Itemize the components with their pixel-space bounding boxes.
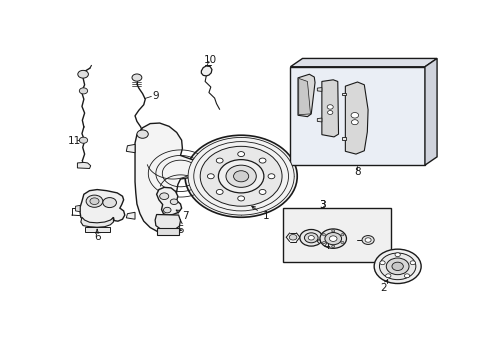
Text: 11: 11	[68, 136, 81, 146]
Circle shape	[331, 230, 334, 232]
Circle shape	[218, 159, 264, 193]
Polygon shape	[156, 187, 181, 215]
Polygon shape	[80, 190, 124, 225]
Circle shape	[79, 137, 87, 143]
Circle shape	[351, 120, 358, 125]
Text: 7: 7	[176, 210, 188, 221]
Circle shape	[299, 229, 322, 246]
Circle shape	[184, 135, 297, 217]
Polygon shape	[297, 74, 314, 117]
Polygon shape	[317, 87, 321, 91]
Polygon shape	[341, 138, 346, 140]
Circle shape	[385, 274, 390, 278]
Circle shape	[90, 198, 99, 204]
Circle shape	[307, 235, 314, 240]
Circle shape	[137, 130, 148, 138]
Circle shape	[79, 88, 87, 94]
Bar	[282, 208, 390, 262]
Circle shape	[404, 274, 409, 278]
Circle shape	[365, 238, 370, 242]
Text: 4: 4	[316, 240, 329, 251]
Circle shape	[289, 234, 296, 240]
Circle shape	[216, 158, 223, 163]
Circle shape	[322, 242, 325, 244]
Circle shape	[379, 261, 385, 265]
Polygon shape	[77, 162, 90, 168]
Circle shape	[319, 229, 346, 248]
Text: 9: 9	[152, 91, 159, 102]
Polygon shape	[84, 227, 110, 232]
Text: 8: 8	[353, 167, 360, 177]
Text: 6: 6	[94, 229, 100, 242]
Circle shape	[200, 146, 282, 206]
Circle shape	[409, 261, 415, 265]
Polygon shape	[341, 93, 346, 95]
Circle shape	[340, 234, 343, 236]
Polygon shape	[424, 58, 436, 165]
Text: 2: 2	[379, 280, 387, 293]
Polygon shape	[156, 228, 179, 235]
Polygon shape	[75, 205, 80, 212]
Polygon shape	[290, 58, 436, 67]
Circle shape	[386, 258, 408, 275]
Circle shape	[324, 233, 341, 245]
Circle shape	[394, 253, 400, 257]
Circle shape	[379, 253, 415, 280]
Circle shape	[170, 199, 178, 204]
Bar	[290, 67, 424, 165]
Circle shape	[259, 189, 265, 194]
Circle shape	[132, 74, 142, 81]
Circle shape	[361, 235, 373, 244]
Polygon shape	[317, 118, 321, 122]
Circle shape	[322, 234, 325, 236]
Text: 10: 10	[204, 55, 217, 65]
Circle shape	[86, 195, 102, 207]
Circle shape	[188, 138, 294, 215]
Polygon shape	[81, 217, 113, 227]
Text: 1: 1	[251, 206, 268, 221]
Polygon shape	[298, 78, 310, 115]
Circle shape	[163, 207, 171, 213]
Circle shape	[327, 111, 332, 114]
Circle shape	[340, 242, 343, 244]
Circle shape	[267, 174, 274, 179]
Text: 5: 5	[177, 220, 183, 235]
Circle shape	[102, 198, 116, 208]
Circle shape	[216, 189, 223, 194]
Circle shape	[373, 249, 420, 284]
Circle shape	[78, 70, 88, 78]
Polygon shape	[135, 123, 197, 232]
Circle shape	[259, 158, 265, 163]
Circle shape	[225, 165, 256, 187]
Circle shape	[331, 245, 334, 247]
Circle shape	[193, 141, 288, 211]
Polygon shape	[126, 212, 135, 219]
Circle shape	[237, 152, 244, 157]
Circle shape	[233, 171, 248, 182]
Polygon shape	[126, 144, 135, 153]
Polygon shape	[345, 82, 367, 154]
Text: 3: 3	[319, 199, 325, 210]
Circle shape	[237, 196, 244, 201]
Polygon shape	[321, 80, 338, 137]
Circle shape	[159, 193, 168, 199]
Circle shape	[391, 262, 403, 270]
Circle shape	[304, 233, 317, 243]
Circle shape	[350, 112, 358, 118]
Polygon shape	[155, 215, 180, 230]
Circle shape	[329, 236, 336, 242]
Circle shape	[207, 174, 214, 179]
Circle shape	[326, 105, 332, 109]
Polygon shape	[201, 66, 211, 76]
Text: 3: 3	[319, 201, 325, 210]
